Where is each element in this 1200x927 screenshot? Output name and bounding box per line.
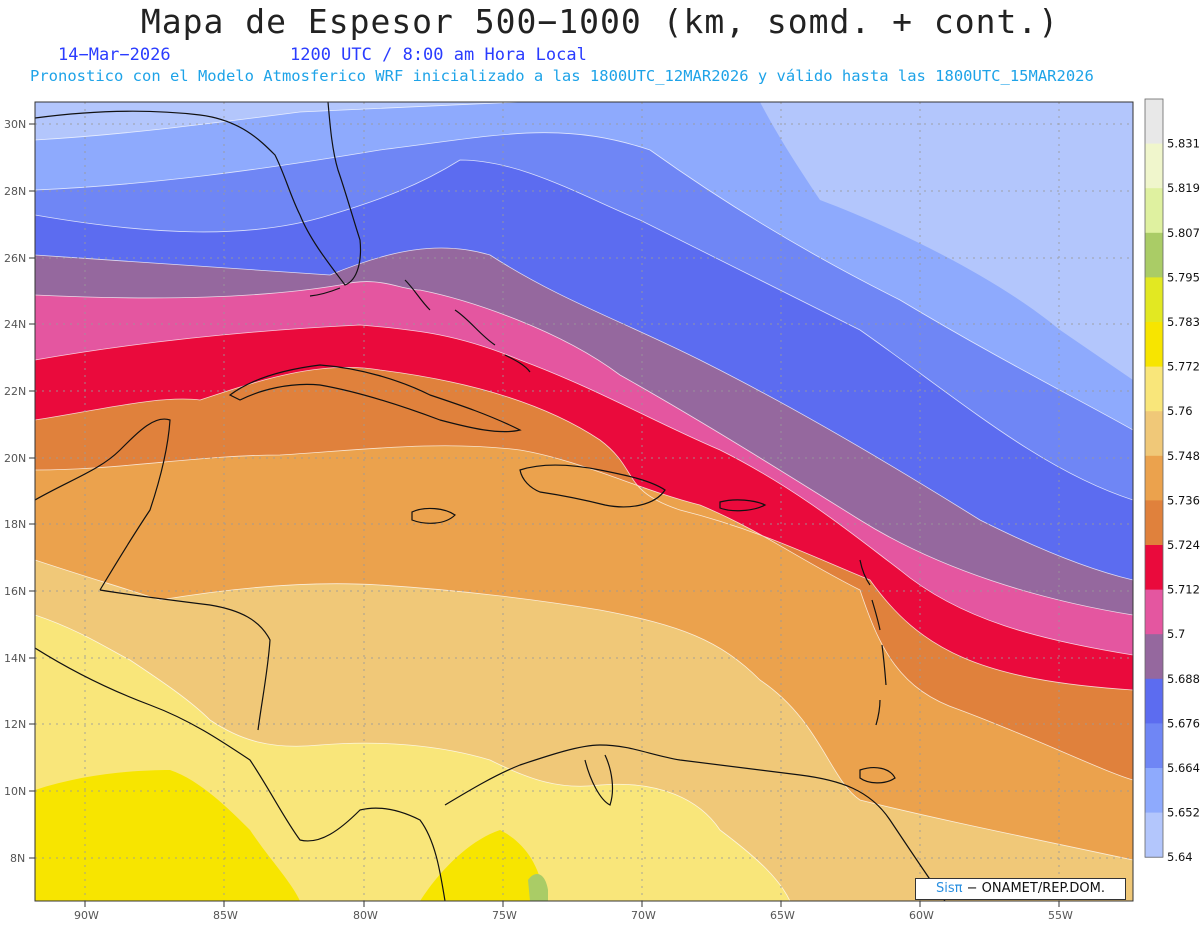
coast-yucatan — [35, 418, 171, 591]
colorbar-swatch — [1145, 99, 1163, 145]
lat-label: 26N — [4, 252, 26, 265]
colorbar-swatch — [1145, 366, 1163, 412]
colorbar-label: 5.676 — [1167, 716, 1200, 730]
colorbar-label: 5.688 — [1167, 672, 1200, 686]
contour-lines — [35, 102, 1133, 901]
colorbar-label: 5.664 — [1167, 761, 1200, 775]
coast-central-america — [35, 647, 446, 901]
longitude-labels: 90W 85W 80W 75W 70W 65W 60W 55W — [74, 909, 1073, 922]
colorbar-swatch — [1145, 768, 1163, 814]
colorbar-label: 5.736 — [1167, 493, 1200, 507]
colorbar-swatch — [1145, 188, 1163, 234]
valid-date: 14−Mar−2026 — [58, 45, 171, 65]
colorbar-label: 5.772 — [1167, 360, 1200, 374]
colorbar-label: 5.652 — [1167, 806, 1200, 820]
colorbar-swatch — [1145, 812, 1163, 858]
axis-ticks — [29, 123, 1060, 907]
colorbar-swatch — [1145, 723, 1163, 769]
coast-florida-keys — [309, 287, 341, 297]
colorbar-swatch — [1145, 589, 1163, 635]
credit-brand: Sisπ — [935, 881, 963, 896]
band-5.783 — [528, 874, 548, 901]
colorbar-label: 5.712 — [1167, 583, 1200, 597]
colorbar-label: 5.783 — [1167, 315, 1200, 329]
lat-label: 28N — [4, 185, 26, 198]
colorbar-swatch — [1145, 634, 1163, 680]
lat-label: 8N — [10, 852, 25, 865]
coast-jamaica — [411, 507, 456, 524]
band-5.772 — [35, 770, 545, 901]
colorbar-label: 5.831 — [1167, 137, 1200, 151]
coast-trinidad — [859, 767, 896, 784]
credit-box: Sisπ − ONAMET/REP.DOM. — [915, 878, 1126, 900]
colorbar-swatch — [1145, 143, 1163, 189]
colorbar-swatch — [1145, 455, 1163, 501]
lat-label: 18N — [4, 518, 26, 531]
colorbar-frame — [1144, 98, 1164, 858]
map-title: Mapa de Espesor 500−1000 (km, somd. + co… — [140, 2, 1060, 41]
lat-label: 30N — [4, 118, 26, 131]
lon-label: 75W — [492, 909, 517, 922]
colorbar-label: 5.819 — [1167, 181, 1200, 195]
lat-label: 14N — [4, 652, 26, 665]
coast-hispaniola — [519, 464, 666, 508]
colorbar-label: 5.64 — [1167, 850, 1193, 864]
lat-label: 24N — [4, 318, 26, 331]
colorbar-label: 5.76 — [1167, 404, 1193, 418]
lat-label: 10N — [4, 785, 26, 798]
lon-label: 90W — [74, 909, 99, 922]
lat-label: 12N — [4, 718, 26, 731]
colorbar-swatch — [1145, 545, 1163, 591]
colorbar: 5.831 5.819 5.807 5.795 5.783 5.772 5.76 5.748 5… — [1144, 98, 1200, 864]
lon-label: 65W — [770, 909, 795, 922]
coast-venezuela-lake — [584, 754, 614, 806]
colorbar-label: 5.748 — [1167, 449, 1200, 463]
valid-time: 1200 UTC / 8:00 am Hora Local — [290, 45, 587, 65]
colorbar-swatch — [1145, 277, 1163, 323]
lon-label: 60W — [909, 909, 934, 922]
lat-label: 20N — [4, 452, 26, 465]
map-frame — [34, 101, 1134, 902]
graticule — [35, 102, 1133, 901]
lon-label: 55W — [1048, 909, 1073, 922]
credit-text: − ONAMET/REP.DOM. — [962, 881, 1105, 896]
lon-label: 80W — [353, 909, 378, 922]
colorbar-swatch — [1145, 500, 1163, 546]
colorbar-label: 5.724 — [1167, 538, 1200, 552]
forecast-subtitle: Pronostico con el Modelo Atmosferico WRF… — [30, 67, 1094, 85]
coast-south-america — [444, 744, 946, 901]
latitude-labels: 30N 28N 26N 24N 22N 20N 18N 16N 14N 12N … — [4, 118, 26, 865]
lat-label: 16N — [4, 585, 26, 598]
colorbar-label: 5.795 — [1167, 270, 1200, 284]
coast-puerto-rico — [719, 499, 767, 512]
contour-fields — [35, 102, 1133, 901]
lat-label: 22N — [4, 385, 26, 398]
coast-lesser-antilles — [859, 559, 887, 726]
colorbar-label: 5.807 — [1167, 226, 1200, 240]
coast-cuba — [228, 364, 522, 433]
colorbar-swatch — [1145, 232, 1163, 278]
coastlines — [35, 102, 946, 901]
coast-us-gulf — [35, 102, 362, 286]
coast-honduras — [99, 589, 271, 731]
colorbar-label: 5.7 — [1167, 627, 1185, 641]
lon-label: 70W — [631, 909, 656, 922]
colorbar-swatch — [1145, 411, 1163, 457]
coast-bahamas — [404, 279, 531, 373]
colorbar-swatch — [1145, 678, 1163, 724]
colorbar-swatch — [1145, 322, 1163, 368]
lon-label: 85W — [213, 909, 238, 922]
